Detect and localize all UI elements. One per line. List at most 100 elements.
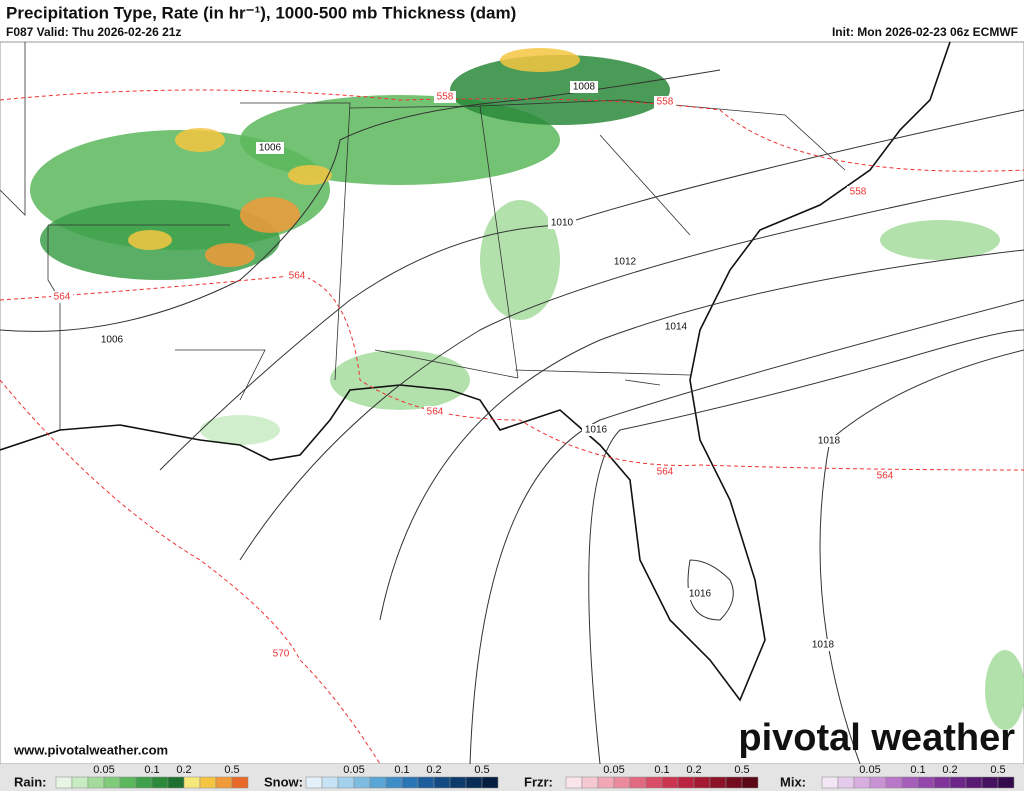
legend-label: Snow: (264, 774, 303, 789)
legend-swatch (645, 776, 663, 789)
legend-tick: 0.2 (942, 764, 957, 776)
label-bg (270, 648, 292, 660)
legend-swatch (565, 776, 583, 789)
legend-swatch (693, 776, 711, 789)
isobar-label: 1018 (812, 640, 835, 651)
legend-swatch (481, 776, 499, 789)
legend-swatch (853, 776, 871, 789)
legend-swatch (965, 776, 983, 789)
map: 1008 1006 1010 1012 1014 1006 1016 1018 1016 1018… (0, 41, 1024, 765)
thickness-label: 564 (54, 292, 71, 303)
legend-swatch (981, 776, 999, 789)
rain-area (200, 415, 280, 445)
legend-swatch (87, 776, 105, 789)
label-bg (686, 588, 714, 600)
isobar-label: 1014 (665, 322, 688, 333)
legend-swatch (433, 776, 451, 789)
thickness-lines (0, 89, 1024, 765)
legend-swatch (103, 776, 121, 789)
legend-swatch (901, 776, 919, 789)
isobar-label: 1016 (585, 425, 608, 436)
contour-labels: 1008 1006 1010 1012 1014 1006 1016 1018 1016 1018… (51, 81, 896, 660)
label-bg (654, 96, 676, 108)
legend-swatch (55, 776, 73, 789)
legend-swatch (629, 776, 647, 789)
isobar-label: 1008 (573, 82, 596, 93)
legend-swatch (167, 776, 185, 789)
rain-area (500, 48, 580, 72)
legend-swatch (997, 776, 1015, 789)
legend-swatch (369, 776, 387, 789)
legend-swatch (71, 776, 89, 789)
label-bg (286, 270, 308, 282)
legend-swatch (613, 776, 631, 789)
legend-swatch (183, 776, 201, 789)
rain-area (330, 350, 470, 410)
legend-swatch (119, 776, 137, 789)
thickness-label: 558 (850, 187, 867, 198)
label-bg (582, 424, 610, 436)
label-bg (51, 291, 73, 303)
rain-area (480, 200, 560, 320)
legend-tick: 0.05 (343, 764, 364, 776)
thickness-label: 558 (437, 92, 454, 103)
legend-tick: 0.1 (394, 764, 409, 776)
legend-swatch (417, 776, 435, 789)
legend-swatch (465, 776, 483, 789)
legend-swatch (305, 776, 323, 789)
legend-swatch (151, 776, 169, 789)
legend-tick: 0.1 (654, 764, 669, 776)
label-bg (815, 435, 843, 447)
label-bg (256, 142, 284, 154)
rain-area (450, 55, 670, 125)
rain-area (288, 165, 332, 185)
rain-area (240, 197, 300, 233)
legend-swatch (215, 776, 233, 789)
thickness-label: 564 (657, 467, 674, 478)
legend-tick: 0.2 (686, 764, 701, 776)
legend-swatch (353, 776, 371, 789)
valid-time: F087 Valid: Thu 2026-02-26 21z (6, 25, 181, 39)
legend-swatch (917, 776, 935, 789)
legend-label: Mix: (780, 774, 806, 789)
logo: pivotal weather (738, 717, 1015, 759)
legend-swatch (199, 776, 217, 789)
legend-tick: 0.1 (910, 764, 925, 776)
isobar-label: 1018 (818, 436, 841, 447)
legend-tick: 0.05 (603, 764, 624, 776)
legend: Rain: 0.05 0.1 0.2 0.5 Snow: 0.05 0.1 0.2 0.5 Frzr… (14, 764, 1015, 789)
title: Precipitation Type, Rate (in hr⁻¹), 1000… (6, 3, 516, 22)
legend-swatch (725, 776, 743, 789)
isobar-label: 1012 (614, 257, 637, 268)
isobar-label: 1010 (551, 218, 574, 229)
rain-area (205, 243, 255, 267)
label-bg (548, 217, 576, 229)
legend-swatch (885, 776, 903, 789)
isobar-label: 1016 (689, 589, 712, 600)
thickness-label: 564 (877, 471, 894, 482)
legend-tick: 0.05 (93, 764, 114, 776)
legend-swatch (821, 776, 839, 789)
label-bg (662, 321, 690, 333)
site-url: www.pivotalweather.com (13, 742, 168, 757)
label-bg (570, 81, 598, 93)
rain-area (175, 128, 225, 152)
thickness-label: 570 (273, 649, 290, 660)
isobar-label: 1006 (101, 335, 124, 346)
legend-tick: 0.5 (734, 764, 749, 776)
legend-swatch (385, 776, 403, 789)
legend-tick: 0.2 (426, 764, 441, 776)
legend-swatch (597, 776, 615, 789)
label-bg (654, 466, 676, 478)
legend-swatch (741, 776, 759, 789)
legend-tick: 0.5 (474, 764, 489, 776)
thickness-label: 558 (657, 97, 674, 108)
legend-swatch (337, 776, 355, 789)
legend-swatch (449, 776, 467, 789)
legend-swatch (401, 776, 419, 789)
legend-swatch (933, 776, 951, 789)
legend-swatch (837, 776, 855, 789)
label-bg (874, 470, 896, 482)
legend-tick: 0.5 (224, 764, 239, 776)
legend-tick: 0.2 (176, 764, 191, 776)
